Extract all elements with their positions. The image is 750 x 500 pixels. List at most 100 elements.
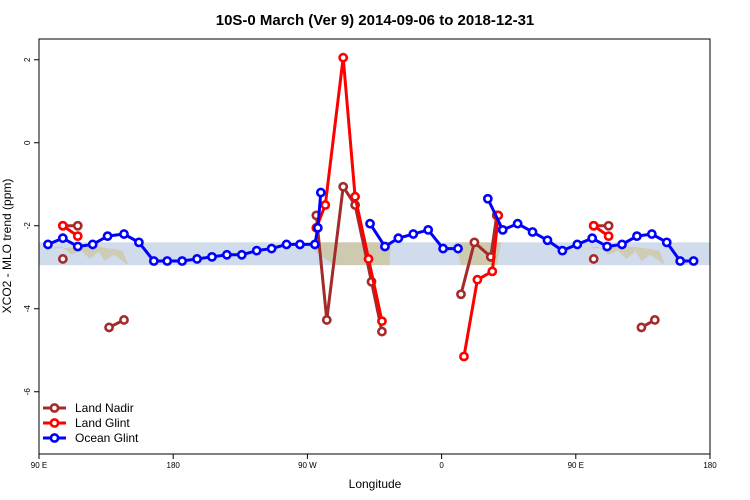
data-point	[408, 229, 419, 239]
data-point	[603, 231, 614, 242]
data-point	[646, 229, 657, 239]
data-point	[688, 256, 699, 266]
data-point	[72, 241, 83, 252]
legend-label: Land Glint	[75, 416, 130, 430]
data-point	[456, 289, 466, 300]
data-point	[587, 233, 598, 244]
y-tick-label: -2	[23, 222, 32, 230]
y-axis: 2 0 -2 -4 -6	[23, 57, 39, 395]
data-point	[102, 231, 113, 242]
legend-marker	[49, 418, 60, 428]
x-axis: 90 E 180 90 W 0 90 E 180	[31, 454, 717, 470]
legend-marker	[49, 403, 60, 413]
x-tick-label: 0	[439, 461, 444, 470]
y-tick-label: 0	[23, 140, 32, 145]
data-point	[338, 181, 349, 192]
legend-label: Land Nadir	[75, 401, 134, 415]
data-point	[487, 266, 498, 277]
data-point	[72, 220, 83, 231]
data-point	[162, 256, 173, 266]
y-axis-label: XCO2 - MLO trend (ppm)	[0, 179, 14, 314]
data-point	[557, 245, 568, 256]
data-point	[363, 254, 374, 264]
data-point	[312, 222, 323, 233]
x-tick-label: 180	[703, 461, 717, 470]
plot-frame	[38, 38, 711, 455]
data-point	[482, 193, 493, 204]
data-point	[104, 322, 114, 333]
data-point	[603, 220, 614, 231]
data-point	[572, 239, 583, 250]
data-point	[377, 326, 387, 337]
y-tick-label: -4	[23, 305, 32, 313]
x-tick-label: 180	[167, 461, 181, 470]
data-point	[321, 315, 332, 325]
data-point	[365, 218, 375, 229]
data-point	[377, 316, 387, 327]
data-point	[497, 224, 508, 235]
data-point	[423, 224, 434, 235]
data-point	[588, 254, 599, 264]
chart-title: 10S-0 March (Ver 9) 2014-09-06 to 2018-1…	[216, 12, 535, 29]
data-point	[221, 249, 232, 260]
data-point	[177, 256, 188, 266]
series-layer	[43, 52, 699, 362]
data-point	[266, 243, 277, 254]
data-point	[675, 256, 686, 266]
data-point	[617, 239, 627, 250]
data-point	[472, 274, 483, 285]
data-point	[338, 52, 349, 63]
data-point	[57, 254, 68, 264]
series-line	[314, 56, 384, 322]
data-point	[207, 251, 217, 262]
data-point	[542, 235, 553, 246]
data-point	[134, 237, 144, 248]
data-point	[636, 322, 647, 333]
series-line	[314, 185, 384, 332]
data-point	[459, 351, 469, 362]
data-point	[649, 315, 660, 325]
data-point	[393, 233, 404, 244]
data-point	[438, 243, 448, 254]
data-point	[148, 256, 159, 266]
legend-item: Land Glint	[43, 416, 130, 430]
data-point	[192, 254, 202, 264]
legend-label: Ocean Glint	[75, 431, 139, 445]
y-tick-label: 2	[23, 57, 32, 62]
data-point	[72, 231, 83, 242]
data-point	[661, 237, 672, 248]
data-point	[453, 243, 463, 254]
data-point	[527, 227, 538, 237]
data-point	[236, 249, 247, 260]
data-point	[380, 241, 390, 252]
x-tick-label: 90 W	[298, 461, 317, 470]
series-line	[462, 215, 500, 357]
data-point	[251, 245, 262, 256]
data-point	[588, 220, 599, 231]
legend-item: Ocean Glint	[43, 431, 139, 445]
data-point	[295, 239, 305, 250]
data-point	[119, 315, 129, 325]
data-point	[119, 229, 129, 239]
data-point	[281, 239, 292, 250]
data-point	[57, 233, 68, 244]
legend-marker	[49, 433, 60, 443]
data-point	[57, 220, 68, 231]
data-point	[469, 237, 480, 248]
reference-band	[39, 242, 710, 266]
series-line	[459, 215, 499, 295]
series-land-glint	[57, 52, 614, 362]
data-point	[632, 231, 642, 242]
data-point	[315, 187, 326, 198]
legend-item: Land Nadir	[43, 401, 134, 415]
series-ocean-glint	[43, 187, 699, 266]
x-tick-label: 90 E	[568, 461, 584, 470]
data-point	[350, 191, 361, 202]
data-point	[512, 218, 523, 229]
x-axis-label: Longitude	[349, 477, 402, 491]
data-point	[320, 200, 331, 210]
data-point	[43, 239, 53, 250]
